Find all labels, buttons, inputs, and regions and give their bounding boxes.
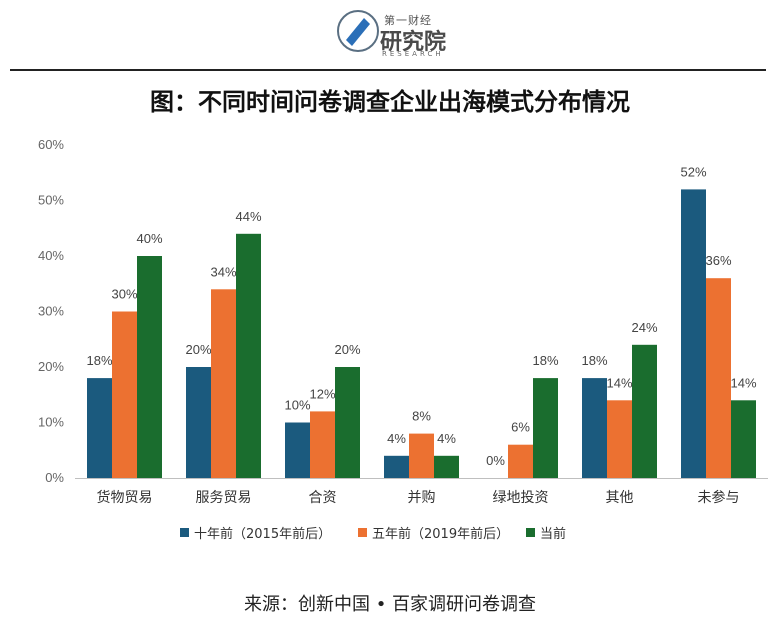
x-category-label: 并购 <box>408 490 436 506</box>
data-label: 12% <box>309 386 335 401</box>
bar <box>409 433 434 478</box>
y-tick-label: 0% <box>45 470 64 485</box>
data-label: 8% <box>412 409 431 424</box>
bar <box>434 455 459 478</box>
y-tick-label: 30% <box>38 304 64 319</box>
logo: 第一财经 研究院 RESEARCH <box>336 6 456 62</box>
data-label: 20% <box>185 342 211 357</box>
y-tick-label: 20% <box>38 359 64 374</box>
y-tick-label: 50% <box>38 193 64 208</box>
data-label: 40% <box>136 231 162 246</box>
bar <box>186 367 211 478</box>
data-label: 18% <box>86 353 112 368</box>
data-label: 18% <box>581 353 607 368</box>
bar <box>706 278 731 478</box>
legend-swatch <box>358 528 367 537</box>
data-label: 52% <box>680 164 706 179</box>
bar <box>137 256 162 478</box>
bar <box>731 400 756 478</box>
legend-label: 十年前（2015年前后） <box>194 526 331 542</box>
legend-swatch <box>526 528 535 537</box>
bar <box>236 233 261 478</box>
x-axis: 货物贸易 服务贸易 合资 并购 绿地投资 其他 未参与 <box>75 478 768 506</box>
x-category-label: 其他 <box>606 490 634 506</box>
chart-title: 图：不同时间问卷调查企业出海模式分布情况 <box>150 87 630 116</box>
bar <box>632 344 657 478</box>
bar <box>384 455 409 478</box>
bar <box>681 189 706 478</box>
y-tick-label: 10% <box>38 415 64 430</box>
bar <box>112 311 137 478</box>
x-category-label: 服务贸易 <box>196 490 252 506</box>
y-axis: 0% 10% 20% 30% 40% 50% 60% <box>38 137 64 485</box>
logo-icon <box>337 10 379 52</box>
header-rule <box>10 69 766 71</box>
bars-group: 18% 30% 40% 20% 34% 44% 10%12% 20% 4% 8% 4% 0% 6% 18%… <box>86 164 757 478</box>
data-label: 14% <box>730 375 756 390</box>
data-label: 44% <box>235 209 261 224</box>
bar <box>508 444 533 478</box>
bar <box>285 422 310 478</box>
logo-sub-text: RESEARCH <box>382 50 444 58</box>
data-label: 20% <box>334 342 360 357</box>
data-label: 18% <box>532 353 558 368</box>
x-category-label: 货物贸易 <box>97 489 153 506</box>
data-label: 24% <box>631 320 657 335</box>
source-note: 来源：创新中国 • 百家调研问卷调查 <box>243 594 537 615</box>
bar <box>211 289 236 478</box>
bar <box>582 378 607 478</box>
bar <box>533 378 558 478</box>
bar <box>607 400 632 478</box>
legend-label: 五年前（2019年前后） <box>372 526 509 542</box>
legend: 十年前（2015年前后） 五年前（2019年前后） 当前 <box>180 526 566 542</box>
data-label: 34% <box>210 264 236 279</box>
bar <box>87 378 112 478</box>
data-label: 6% <box>511 420 530 435</box>
x-category-label: 合资 <box>309 490 337 506</box>
data-label: 0% <box>486 453 505 468</box>
legend-label: 当前 <box>540 526 566 542</box>
data-label: 30% <box>111 287 137 302</box>
legend-swatch <box>180 528 189 537</box>
data-label: 14% <box>606 375 632 390</box>
x-category-label: 绿地投资 <box>493 490 549 506</box>
bar-chart: 0%10%20%30%40%50%60% 18%30%40%20%34%44%1… <box>38 137 768 542</box>
bar <box>310 411 335 478</box>
bar <box>335 367 360 478</box>
data-label: 10% <box>284 398 310 413</box>
data-label: 36% <box>705 253 731 268</box>
logo-top-text: 第一财经 <box>384 14 432 27</box>
y-tick-label: 60% <box>38 137 64 152</box>
x-category-label: 未参与 <box>698 489 740 506</box>
y-tick-label: 40% <box>38 248 64 263</box>
data-label: 4% <box>437 431 456 446</box>
data-label: 4% <box>387 431 406 446</box>
logo-main-text: 研究院 <box>380 30 447 55</box>
